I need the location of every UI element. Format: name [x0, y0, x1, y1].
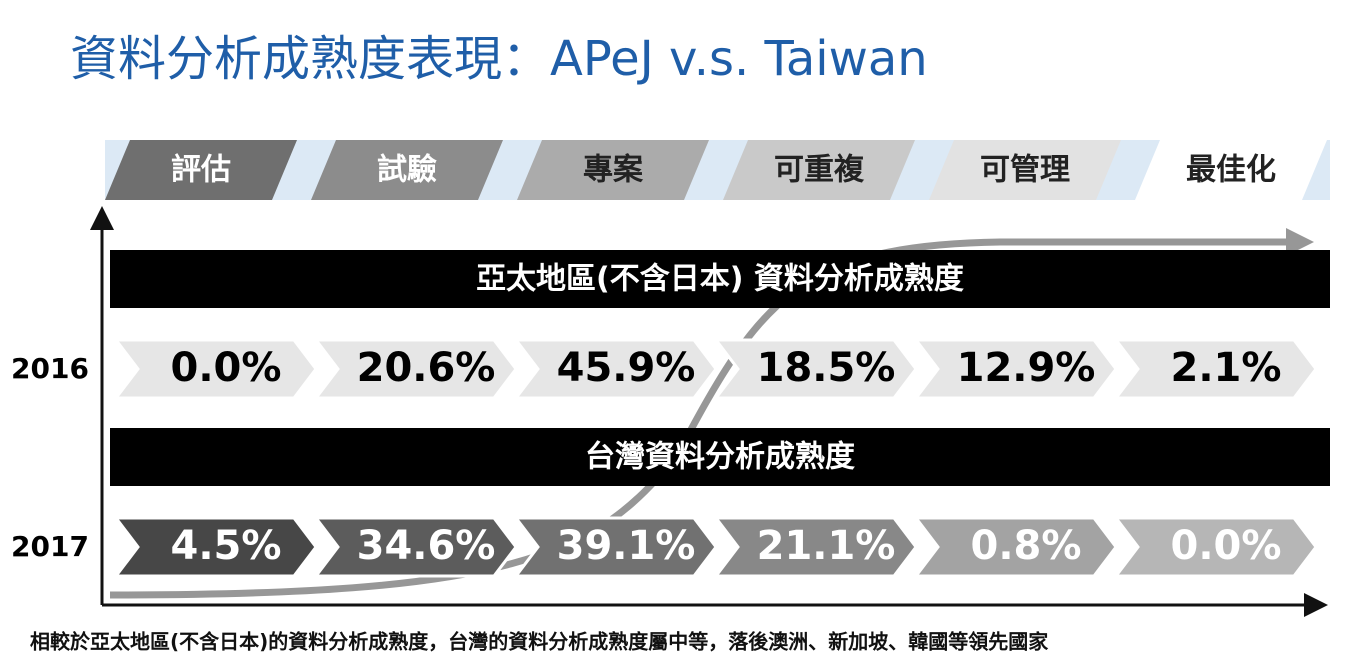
stage-shape — [105, 140, 297, 200]
percent-label: 20.6% — [357, 345, 496, 391]
percent-label: 39.1% — [557, 523, 696, 569]
chevron — [512, 516, 718, 578]
banner-bg — [110, 250, 1330, 308]
chevron — [912, 338, 1118, 400]
percent-label: 21.1% — [757, 523, 896, 569]
stage-label: 專案 — [583, 153, 644, 188]
percent-label: 0.8% — [971, 523, 1082, 569]
stage-shape — [311, 140, 503, 200]
chevron — [112, 338, 318, 400]
chevron — [112, 516, 318, 578]
stage-label: 評估 — [171, 153, 231, 188]
banner-bg — [110, 428, 1330, 486]
footer-note: 相較於亞太地區(不含日本)的資料分析成熟度，台灣的資料分析成熟度屬中等，落後澳洲… — [30, 630, 1049, 654]
chevron — [912, 516, 1118, 578]
chevron — [312, 338, 518, 400]
stage-shape — [1135, 140, 1327, 200]
year-label: 2017 — [11, 530, 89, 563]
banner-text: 亞太地區(不含日本) 資料分析成熟度 — [476, 262, 964, 297]
chevron — [312, 516, 518, 578]
banner-text: 台灣資料分析成熟度 — [585, 440, 855, 475]
percent-label: 0.0% — [171, 345, 282, 391]
chevron — [712, 338, 918, 400]
percent-label: 18.5% — [757, 345, 896, 391]
stage-label: 可重複 — [774, 153, 865, 188]
stage-band — [105, 140, 1330, 200]
percent-label: 45.9% — [557, 345, 696, 391]
stage-shape — [929, 140, 1121, 200]
stage-label: 試驗 — [377, 153, 437, 188]
year-label: 2016 — [11, 352, 89, 385]
stage-shape — [723, 140, 915, 200]
stage-label: 最佳化 — [1186, 153, 1276, 188]
percent-label: 4.5% — [171, 523, 282, 569]
stage-shape — [517, 140, 709, 200]
chevron — [1112, 516, 1318, 578]
stage-label: 可管理 — [980, 153, 1070, 188]
percent-label: 0.0% — [1171, 523, 1282, 569]
percent-label: 2.1% — [1171, 345, 1282, 391]
chevron — [712, 516, 918, 578]
percent-label: 34.6% — [357, 523, 496, 569]
percent-label: 12.9% — [957, 345, 1096, 391]
chevron — [512, 338, 718, 400]
chevron — [1112, 338, 1318, 400]
slide-title: 資料分析成熟度表現：APeJ v.s. Taiwan — [70, 31, 928, 87]
